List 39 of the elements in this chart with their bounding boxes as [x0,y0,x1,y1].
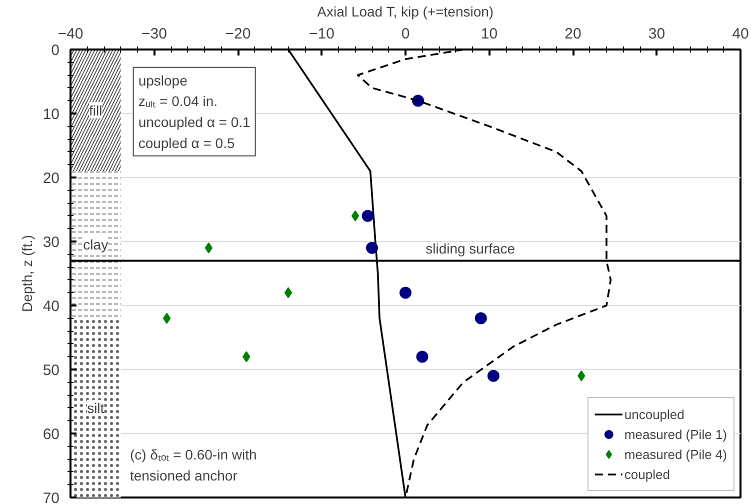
point [474,312,487,324]
point [366,242,378,254]
x-tick-label: −10 [309,26,334,42]
point [416,350,428,363]
y-tick-label: 60 [42,426,60,443]
band-label: silt [87,400,104,416]
x-tick-label: 40 [732,26,749,42]
y-tick-label: 20 [42,170,60,187]
x-tick-label: −30 [142,26,167,42]
x-tick-label: 20 [564,26,582,42]
y-tick-label: 40 [42,298,60,315]
point [284,287,292,298]
band-label: fill [89,102,102,118]
y-tick-label: 30 [42,234,60,251]
x-tick-label: 0 [401,26,410,42]
annotation: (c) δₜₒₜ = 0.60-in with tensioned anchor [130,446,257,484]
y-tick-label: 50 [42,362,60,379]
annotation: upslope zᵤₗₜ = 0.04 in. uncoupled α = 0.1 coupled α = 0.5 [138,72,251,151]
x-axis-title: Axial Load T, kip (+=tension) [317,4,494,20]
point [162,312,171,324]
x-tick-label: −40 [58,26,84,42]
legend-label: coupled [624,466,670,482]
y-tick-label: 70 [42,490,60,504]
band-label: clay [83,236,108,253]
x-tick-label: 30 [648,26,666,42]
legend-label: uncoupled [624,406,684,422]
point [204,242,213,254]
x-tick-label: −20 [225,26,251,42]
y-axis-title: Depth, z (ft.) [18,234,35,312]
x-tick-label: 10 [480,26,498,42]
legend-label: measured (Pile 1) [624,426,727,442]
point [362,210,374,222]
y-tick-label: 0 [51,42,60,59]
point [487,370,500,382]
legend-label: measured (Pile 4) [624,446,727,462]
point [351,210,360,222]
ref-line-label: sliding surface [426,240,516,257]
point [400,286,412,299]
y-tick-label: 10 [42,106,60,123]
